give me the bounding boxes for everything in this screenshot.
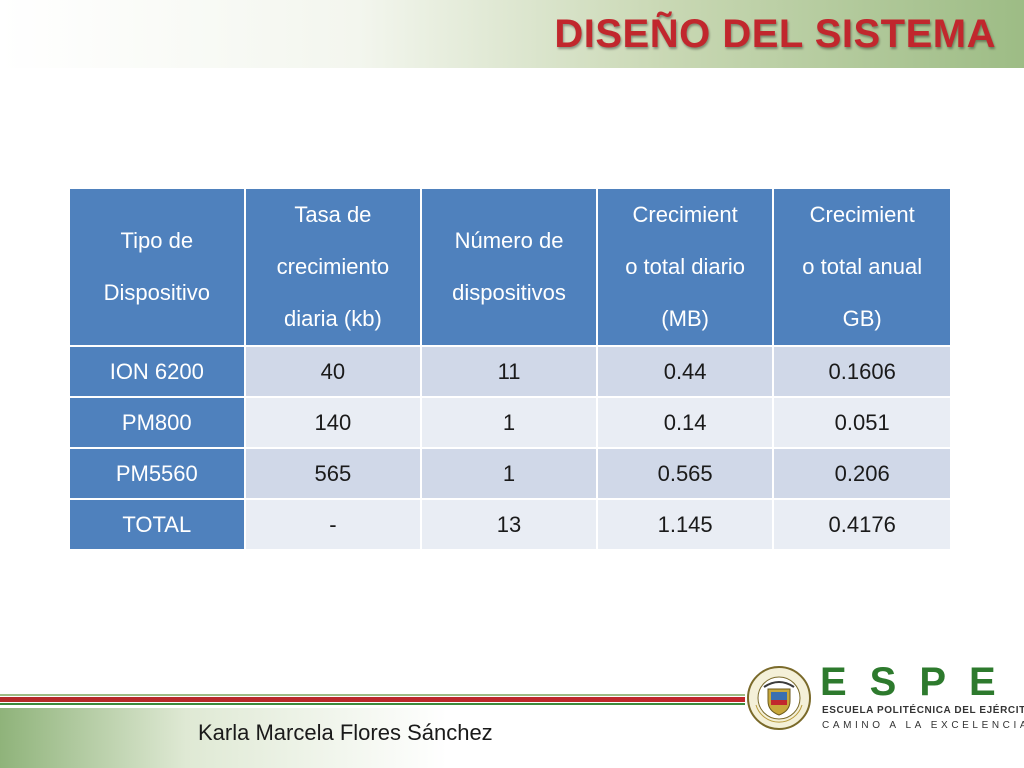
table-cell: 0.4176 [772, 498, 952, 551]
header-line: dispositivos [452, 280, 566, 305]
table-row: PM800 140 1 0.14 0.051 [68, 396, 952, 449]
table-cell: 11 [420, 345, 598, 398]
header-line: Crecimient [809, 202, 915, 227]
header-line: GB) [842, 306, 882, 331]
espe-emblem-icon [746, 665, 812, 731]
stripe-line [0, 697, 745, 702]
table-row: PM5560 565 1 0.565 0.206 [68, 447, 952, 500]
header-line: Dispositivo [103, 280, 210, 305]
table-cell: 140 [243, 396, 423, 449]
row-label: PM800 [68, 396, 246, 449]
table-cell: 1.145 [595, 498, 775, 551]
table-row: TOTAL - 13 1.145 0.4176 [68, 498, 952, 551]
header-line: Crecimient [632, 202, 738, 227]
table-cell: 13 [420, 498, 598, 551]
table-cell: 0.565 [595, 447, 775, 500]
footer-band [0, 708, 745, 768]
espe-logo-text: ESPE [820, 660, 1019, 704]
header-cell-daily-growth: Crecimient o total diario (MB) [595, 187, 775, 347]
header-line: o total diario [625, 254, 746, 279]
row-label: ION 6200 [68, 345, 246, 398]
table-cell: 565 [243, 447, 423, 500]
header-line: crecimiento [276, 254, 390, 279]
row-label: TOTAL [68, 498, 246, 551]
table-cell: 40 [243, 345, 423, 398]
data-table: Tipo de Dispositivo Tasa de crecimiento … [68, 187, 952, 551]
stripe-line [0, 703, 745, 705]
header-cell-device-count: Número de dispositivos [420, 187, 598, 347]
header-line: Tasa de [294, 202, 372, 227]
header-cell-daily-rate: Tasa de crecimiento diaria (kb) [243, 187, 423, 347]
table-row: ION 6200 40 11 0.44 0.1606 [68, 345, 952, 398]
table-cell: 0.206 [772, 447, 952, 500]
table-header-row: Tipo de Dispositivo Tasa de crecimiento … [68, 187, 952, 347]
footer-stripes [0, 694, 745, 706]
header-line: o total anual [802, 254, 923, 279]
slide-title: DISEÑO DEL SISTEMA [554, 12, 996, 56]
author-name: Karla Marcela Flores Sánchez [198, 720, 493, 745]
header-line: diaria (kb) [283, 306, 382, 331]
table-cell: 1 [420, 447, 598, 500]
stripe-line [0, 694, 745, 696]
table-cell: 0.14 [595, 396, 775, 449]
header-cell-device-type: Tipo de Dispositivo [68, 187, 246, 347]
header-line: (MB) [661, 306, 709, 331]
header-cell-annual-growth: Crecimient o total anual GB) [772, 187, 952, 347]
logo-institution-name: ESCUELA POLITÉCNICA DEL EJÉRCITO [822, 705, 1024, 716]
table-cell: 0.44 [595, 345, 775, 398]
logo-motto: CAMINO A LA EXCELENCIA [822, 720, 1024, 731]
header-band [0, 0, 1024, 68]
row-label: PM5560 [68, 447, 246, 500]
table-cell: 1 [420, 396, 598, 449]
header-line: Tipo de [120, 228, 194, 253]
table-cell: 0.1606 [772, 345, 952, 398]
table-cell: 0.051 [772, 396, 952, 449]
header-line: Número de [454, 228, 564, 253]
table-cell: - [243, 498, 423, 551]
